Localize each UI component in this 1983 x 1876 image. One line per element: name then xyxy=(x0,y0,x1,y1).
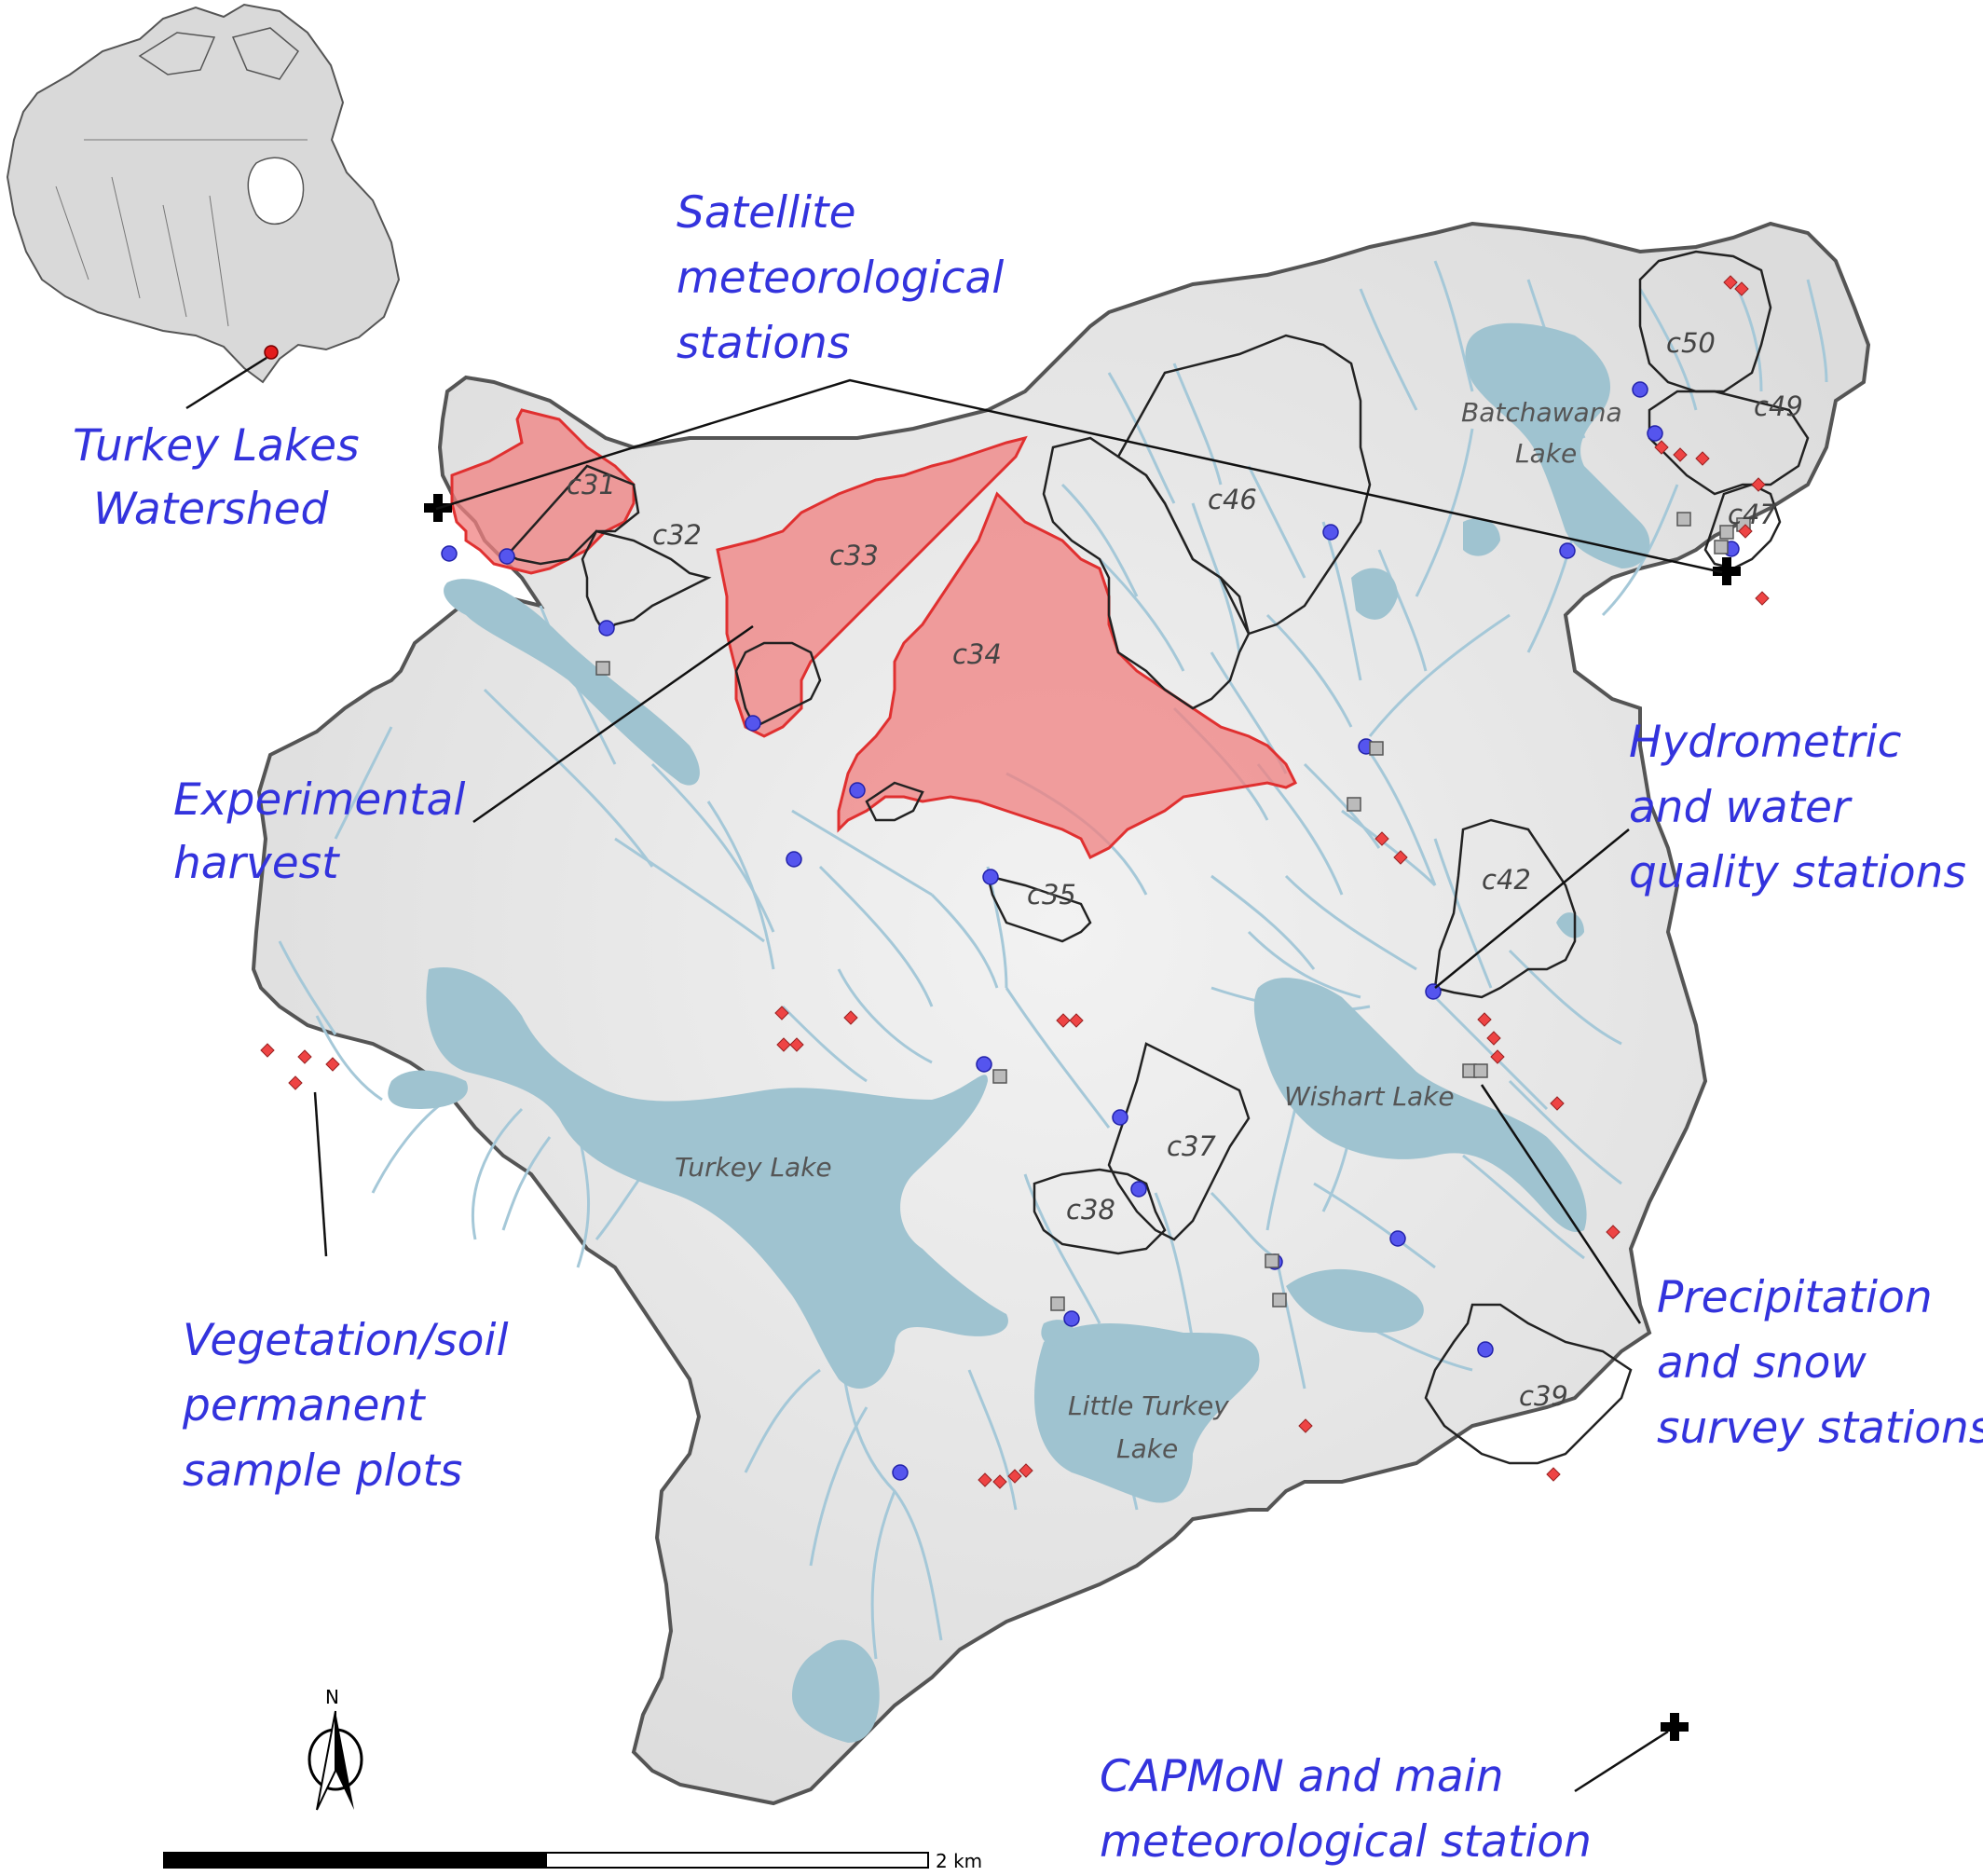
turkey-lake-shape xyxy=(426,967,1008,1389)
met-station-icon-satellite-east xyxy=(1713,557,1741,585)
label-c35: c35 xyxy=(1027,879,1076,911)
label-harvest-2: harvest xyxy=(173,838,340,889)
label-c38: c38 xyxy=(1066,1194,1115,1226)
north-arrow-icon: N xyxy=(308,1686,363,1811)
label-precip-1: Precipitation xyxy=(1657,1272,1933,1323)
lake-labels: Turkey Lake Little Turkey Lake Wishart L… xyxy=(675,397,1622,1464)
label-veg-3: sample plots xyxy=(183,1445,462,1497)
label-c34: c34 xyxy=(952,638,1002,670)
label-satellite-3: stations xyxy=(677,318,850,369)
lakes xyxy=(388,322,1650,1743)
label-wishart-lake: Wishart Lake xyxy=(1284,1081,1455,1112)
label-c39: c39 xyxy=(1519,1380,1568,1412)
feature-labels: Turkey Lakes Watershed Satellite meteoro… xyxy=(73,187,1983,1868)
label-c50: c50 xyxy=(1666,327,1716,359)
batchawana-lake-shape xyxy=(1465,322,1650,568)
harvest-c34 xyxy=(837,491,1298,860)
label-capmon-1: CAPMoN and main xyxy=(1100,1751,1504,1802)
label-capmon-2: meteorological station xyxy=(1100,1816,1592,1868)
label-c47: c47 xyxy=(1728,499,1777,530)
label-c49: c49 xyxy=(1754,390,1803,422)
label-batchawana-lake-1: Batchawana xyxy=(1461,397,1622,428)
met-station-icon-capmon xyxy=(1661,1713,1689,1741)
canada-inset-map xyxy=(6,3,401,410)
label-c32: c32 xyxy=(652,519,702,551)
scale-label: 2 km xyxy=(936,1850,982,1872)
label-hydro-2: and water xyxy=(1629,782,1853,833)
label-turkey-lakes-2: Watershed xyxy=(93,484,330,535)
north-label: N xyxy=(325,1686,339,1708)
label-precip-3: survey stations xyxy=(1657,1403,1983,1454)
vegetation-plots xyxy=(260,275,1770,1489)
label-veg-1: Vegetation/soil xyxy=(183,1315,509,1366)
precipitation-stations xyxy=(595,512,1751,1311)
subcatchment-labels: c31 c32 c33 c34 c35 c37 c38 c39 c42 c46 … xyxy=(567,327,1803,1412)
label-satellite-1: Satellite xyxy=(677,187,856,239)
label-turkey-lakes-1: Turkey Lakes xyxy=(73,420,360,472)
label-harvest-1: Experimental xyxy=(173,774,465,826)
label-c37: c37 xyxy=(1167,1130,1216,1162)
label-c42: c42 xyxy=(1482,864,1531,896)
harvest-c33 xyxy=(716,435,1028,738)
label-little-turkey-lake-2: Lake xyxy=(1116,1433,1178,1464)
wishart-lake-shape xyxy=(1253,978,1587,1232)
little-turkey-lake-shape xyxy=(1034,1323,1260,1503)
subcatchment-outlines xyxy=(505,250,1810,1465)
harvest-c31 xyxy=(450,408,636,575)
label-batchawana-lake-2: Lake xyxy=(1515,438,1577,469)
watershed-location-marker xyxy=(264,345,279,360)
label-hydro-3: quality stations xyxy=(1629,847,1966,898)
scale-bar: 2 km xyxy=(163,1850,982,1872)
label-c31: c31 xyxy=(567,469,616,500)
label-satellite-2: meteorological xyxy=(677,253,1004,304)
label-precip-2: and snow xyxy=(1657,1337,1867,1389)
label-turkey-lake: Turkey Lake xyxy=(675,1152,832,1183)
label-veg-2: permanent xyxy=(182,1380,426,1431)
label-c33: c33 xyxy=(829,540,879,571)
label-little-turkey-lake-1: Little Turkey xyxy=(1068,1390,1229,1421)
experimental-harvest-areas xyxy=(450,408,1298,860)
leader-lines xyxy=(313,378,1723,1793)
label-hydro-1: Hydrometric xyxy=(1629,717,1902,768)
label-c46: c46 xyxy=(1208,484,1257,515)
